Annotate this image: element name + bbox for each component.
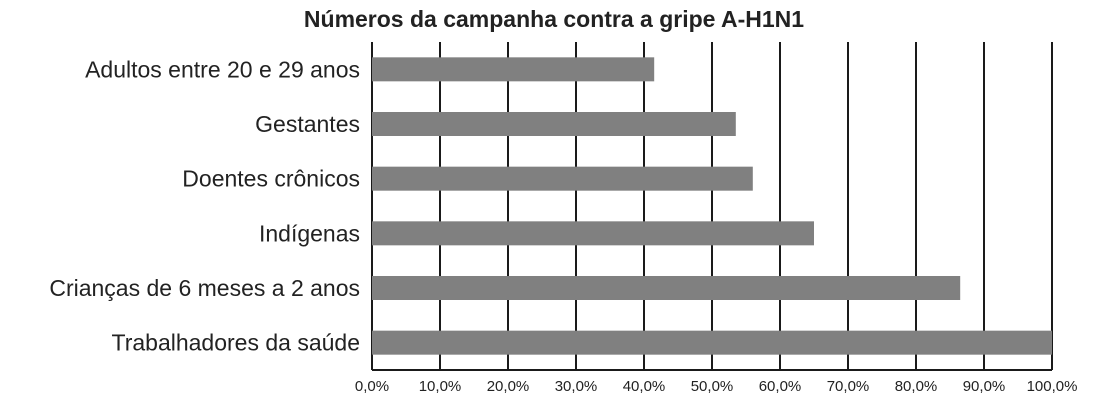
x-tick-labels: 0,0% 10,0% 20,0% 30,0% 40,0% 50,0% 60,0% 70,0% 8… [355,378,1078,395]
x-tick-label: 60,0% [759,378,802,395]
category-label: Crianças de 6 meses a 2 anos [49,275,360,301]
bar [372,166,753,191]
bars [372,57,1052,355]
category-label: Adultos entre 20 e 29 anos [85,56,360,82]
bar [372,112,736,136]
x-tick-label: 80,0% [895,378,938,395]
bar [372,221,814,246]
category-label: Doentes crônicos [182,166,360,192]
bar [372,330,1052,355]
x-tick-label: 0,0% [355,378,389,395]
x-tick-label: 40,0% [623,378,666,395]
x-tick-label: 90,0% [963,378,1006,395]
x-tick-label: 100,0% [1027,378,1078,395]
bar [372,57,655,82]
gridlines [371,42,1053,371]
category-label: Trabalhadores da saúde [112,330,361,356]
x-tick-label: 50,0% [691,378,734,395]
category-labels: Adultos entre 20 e 29 anos Gestantes Doent… [49,56,360,355]
chart-title: Números da campanha contra a gripe A-H1N… [304,6,804,32]
x-tick-label: 30,0% [555,378,598,395]
x-tick-label: 10,0% [419,378,462,395]
category-label: Gestantes [255,111,360,137]
category-label: Indígenas [259,220,360,246]
x-tick-label: 20,0% [487,378,530,395]
x-tick-label: 70,0% [827,378,870,395]
bar [372,276,961,300]
